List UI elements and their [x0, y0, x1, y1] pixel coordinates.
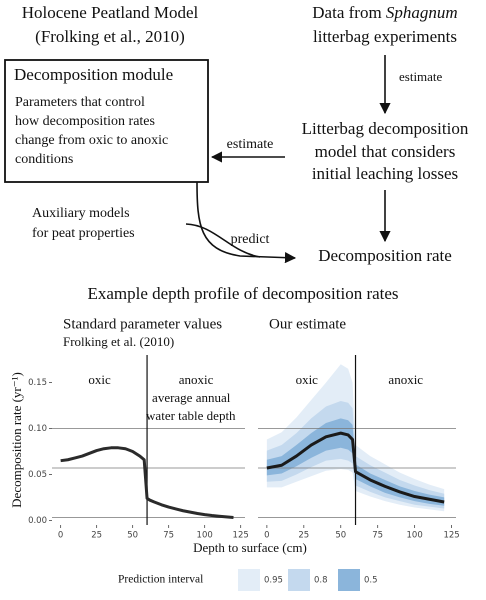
zone-label: anoxic: [388, 372, 423, 387]
y-tick-label: 0.05: [28, 470, 47, 480]
legend-label: 0.95: [264, 576, 283, 586]
arrow-label: estimate: [227, 137, 274, 152]
x-tick-label: 100: [197, 531, 213, 541]
module-box: [4, 59, 209, 183]
x-tick-label: 75: [372, 531, 383, 541]
zone-label: oxic: [296, 372, 319, 387]
x-tick-label: 125: [443, 531, 459, 541]
x-tick-label: 0: [58, 531, 63, 541]
data-source-prefix: Data from: [312, 3, 381, 22]
module-text: Parameters that control: [15, 95, 145, 110]
x-tick-label: 100: [407, 531, 423, 541]
legend-swatch: [288, 569, 310, 591]
prediction-band: [266, 400, 445, 509]
figure-title: Example depth profile of decomposition r…: [87, 284, 398, 303]
panel-title: Standard parameter values: [63, 316, 222, 332]
legend-swatch: [338, 569, 360, 591]
prediction-band: [266, 418, 445, 506]
data-source: litterbag experiments: [313, 27, 457, 46]
line: [60, 446, 234, 519]
legend-label: 0.5: [364, 576, 378, 586]
x-tick-label: 50: [335, 531, 346, 541]
prediction-band: [266, 364, 445, 512]
x-tick-label: 125: [233, 531, 249, 541]
line: [266, 431, 445, 504]
x-axis-label: Depth to surface (cm): [193, 540, 307, 555]
module-title: Decomposition module: [14, 65, 173, 84]
auxiliary: for peat properties: [32, 226, 135, 241]
litterbag-model: model that considers: [315, 142, 456, 161]
module-text: change from oxic to anoxic: [15, 133, 168, 148]
x-tick-label: 25: [298, 531, 309, 541]
x-tick-label: 75: [163, 531, 174, 541]
litterbag-model: Litterbag decomposition: [302, 119, 469, 138]
water-table-label: water table depth: [146, 408, 236, 423]
x-tick-label: 0: [264, 531, 269, 541]
arrow: [185, 223, 261, 258]
water-table-label: average annual: [152, 390, 231, 405]
y-tick-label: 0.10: [28, 424, 47, 434]
data-source: Data from Sphagnum: [312, 3, 457, 22]
zone-label: oxic: [88, 372, 111, 387]
litterbag-model: initial leaching losses: [312, 164, 458, 183]
arrow-label: estimate: [399, 69, 443, 84]
panel-subtitle: Frolking et al. (2010): [63, 334, 174, 349]
zone-label: anoxic: [179, 372, 214, 387]
panel-title: Our estimate: [269, 316, 346, 332]
y-tick-label: 0.15: [28, 378, 47, 388]
arrow: [196, 181, 297, 264]
module-text: how decomposition rates: [15, 114, 155, 129]
y-axis-label: Decomposition rate (yr⁻¹): [9, 372, 24, 508]
legend-swatch: [238, 569, 260, 591]
panel: [52, 355, 245, 525]
output: Decomposition rate: [318, 246, 452, 265]
data-source-species: Sphagnum: [386, 3, 458, 22]
legend-title: Prediction interval: [118, 574, 203, 586]
x-tick-label: 25: [91, 531, 102, 541]
y-tick-label: 0.00: [28, 516, 47, 526]
x-tick-label: 50: [127, 531, 138, 541]
legend-label: 0.8: [314, 576, 328, 586]
module-text: conditions: [15, 152, 73, 167]
auxiliary: Auxiliary models: [32, 206, 130, 221]
model-title: (Frolking et al., 2010): [35, 27, 185, 46]
arrow-label: predict: [231, 232, 270, 247]
model-title: Holocene Peatland Model: [22, 3, 199, 22]
